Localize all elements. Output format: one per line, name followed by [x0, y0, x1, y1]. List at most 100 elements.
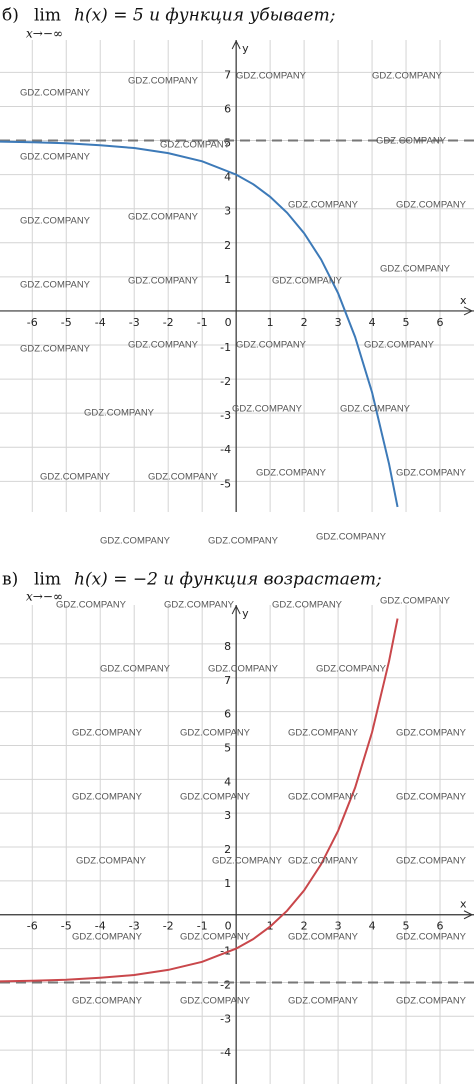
watermark: GDZ.COMPANY — [76, 856, 147, 867]
watermark: GDZ.COMPANY — [376, 136, 447, 147]
watermark: GDZ.COMPANY — [100, 664, 171, 675]
watermark: GDZ.COMPANY — [164, 600, 235, 611]
heading-lim: lim — [34, 570, 61, 590]
x-tick-label: 0 — [225, 920, 232, 933]
watermark: GDZ.COMPANY — [316, 532, 387, 543]
watermark: GDZ.COMPANY — [396, 996, 467, 1007]
watermark: GDZ.COMPANY — [180, 996, 251, 1007]
watermark: GDZ.COMPANY — [364, 340, 435, 351]
y-tick-label: 2 — [224, 239, 231, 252]
heading-label: в) — [2, 570, 18, 590]
y-tick-label: 8 — [224, 640, 231, 653]
y-tick-label: 7 — [224, 68, 231, 81]
x-tick-label: 6 — [437, 920, 444, 933]
x-tick-label: 2 — [301, 920, 308, 933]
y-tick-label: 5 — [224, 741, 231, 754]
watermark: GDZ.COMPANY — [396, 200, 467, 211]
y-tick-label: 4 — [224, 775, 231, 788]
watermark: GDZ.COMPANY — [72, 996, 143, 1007]
watermark: GDZ.COMPANY — [20, 344, 91, 355]
watermark: GDZ.COMPANY — [256, 468, 327, 479]
x-tick-label: -6 — [27, 316, 38, 329]
x-tick-label: -6 — [27, 920, 38, 933]
y-tick-label: 5 — [224, 137, 231, 150]
x-tick-label: 0 — [225, 316, 232, 329]
x-axis-label: x — [460, 294, 467, 307]
watermark: GDZ.COMPANY — [288, 996, 359, 1007]
y-tick-label: 1 — [224, 877, 231, 890]
curve — [0, 140, 399, 508]
watermark: GDZ.COMPANY — [40, 472, 111, 483]
watermark: GDZ.COMPANY — [72, 792, 143, 803]
watermark: GDZ.COMPANY — [272, 276, 343, 287]
y-tick-label: 3 — [224, 809, 231, 822]
y-axis-arrow — [231, 605, 241, 615]
heading-text: h(x) = 5 и функция убывает; — [74, 6, 335, 26]
x-tick-label: 5 — [403, 920, 410, 933]
heading-text: h(x) = −2 и функция возрастает; — [74, 570, 382, 590]
watermark: GDZ.COMPANY — [372, 71, 443, 82]
watermark: GDZ.COMPANY — [84, 408, 155, 419]
x-tick-label: -1 — [197, 316, 208, 329]
x-tick-label: -2 — [163, 316, 174, 329]
x-axis-label: x — [460, 898, 467, 911]
y-tick-label: -3 — [220, 409, 231, 422]
watermark: GDZ.COMPANY — [128, 212, 199, 223]
heading-lim-sub: x→−∞ — [26, 590, 63, 604]
y-tick-label: -1 — [220, 945, 231, 958]
x-axis-arrow — [463, 910, 473, 920]
watermark: GDZ.COMPANY — [288, 932, 359, 943]
y-tick-label: 6 — [224, 708, 231, 721]
watermark: GDZ.COMPANY — [20, 152, 91, 163]
watermark: GDZ.COMPANY — [396, 932, 467, 943]
watermark: GDZ.COMPANY — [180, 932, 251, 943]
y-axis-label: y — [242, 42, 249, 55]
watermark: GDZ.COMPANY — [180, 728, 251, 739]
x-tick-label: 2 — [301, 316, 308, 329]
watermark: GDZ.COMPANY — [288, 200, 359, 211]
x-tick-label: -3 — [129, 920, 140, 933]
watermark: GDZ.COMPANY — [160, 140, 231, 151]
watermark: GDZ.COMPANY — [100, 536, 171, 547]
watermark: GDZ.COMPANY — [128, 76, 199, 87]
x-tick-label: 3 — [335, 316, 342, 329]
watermark: GDZ.COMPANY — [380, 264, 451, 275]
watermark: GDZ.COMPANY — [212, 856, 283, 867]
y-tick-label: 7 — [224, 674, 231, 687]
y-tick-label: -2 — [220, 978, 231, 991]
x-tick-label: 5 — [403, 316, 410, 329]
watermark: GDZ.COMPANY — [316, 664, 387, 675]
y-axis-arrow — [231, 40, 241, 50]
watermark: GDZ.COMPANY — [72, 932, 143, 943]
x-tick-label: -3 — [129, 316, 140, 329]
y-axis-label: y — [242, 607, 249, 620]
x-tick-label: 4 — [369, 316, 376, 329]
watermark: GDZ.COMPANY — [236, 340, 307, 351]
watermark: GDZ.COMPANY — [396, 856, 467, 867]
heading-label: б) — [2, 6, 19, 26]
watermark: GDZ.COMPANY — [396, 792, 467, 803]
watermark: GDZ.COMPANY — [288, 728, 359, 739]
curve — [0, 618, 399, 983]
y-tick-label: -4 — [220, 443, 231, 456]
y-tick-label: -4 — [220, 1046, 231, 1059]
watermark: GDZ.COMPANY — [236, 71, 307, 82]
x-tick-label: -1 — [197, 920, 208, 933]
watermark: GDZ.COMPANY — [128, 276, 199, 287]
x-tick-label: -4 — [95, 920, 106, 933]
y-tick-label: -1 — [220, 341, 231, 354]
y-tick-label: 1 — [224, 273, 231, 286]
watermark: GDZ.COMPANY — [380, 596, 451, 607]
x-tick-label: 1 — [267, 316, 274, 329]
x-tick-label: -2 — [163, 920, 174, 933]
watermark: GDZ.COMPANY — [340, 404, 411, 415]
watermark: GDZ.COMPANY — [208, 536, 279, 547]
watermark: GDZ.COMPANY — [20, 280, 91, 291]
x-tick-label: 4 — [369, 920, 376, 933]
watermark: GDZ.COMPANY — [180, 792, 251, 803]
watermark: GDZ.COMPANY — [56, 600, 127, 611]
x-tick-label: 3 — [335, 920, 342, 933]
